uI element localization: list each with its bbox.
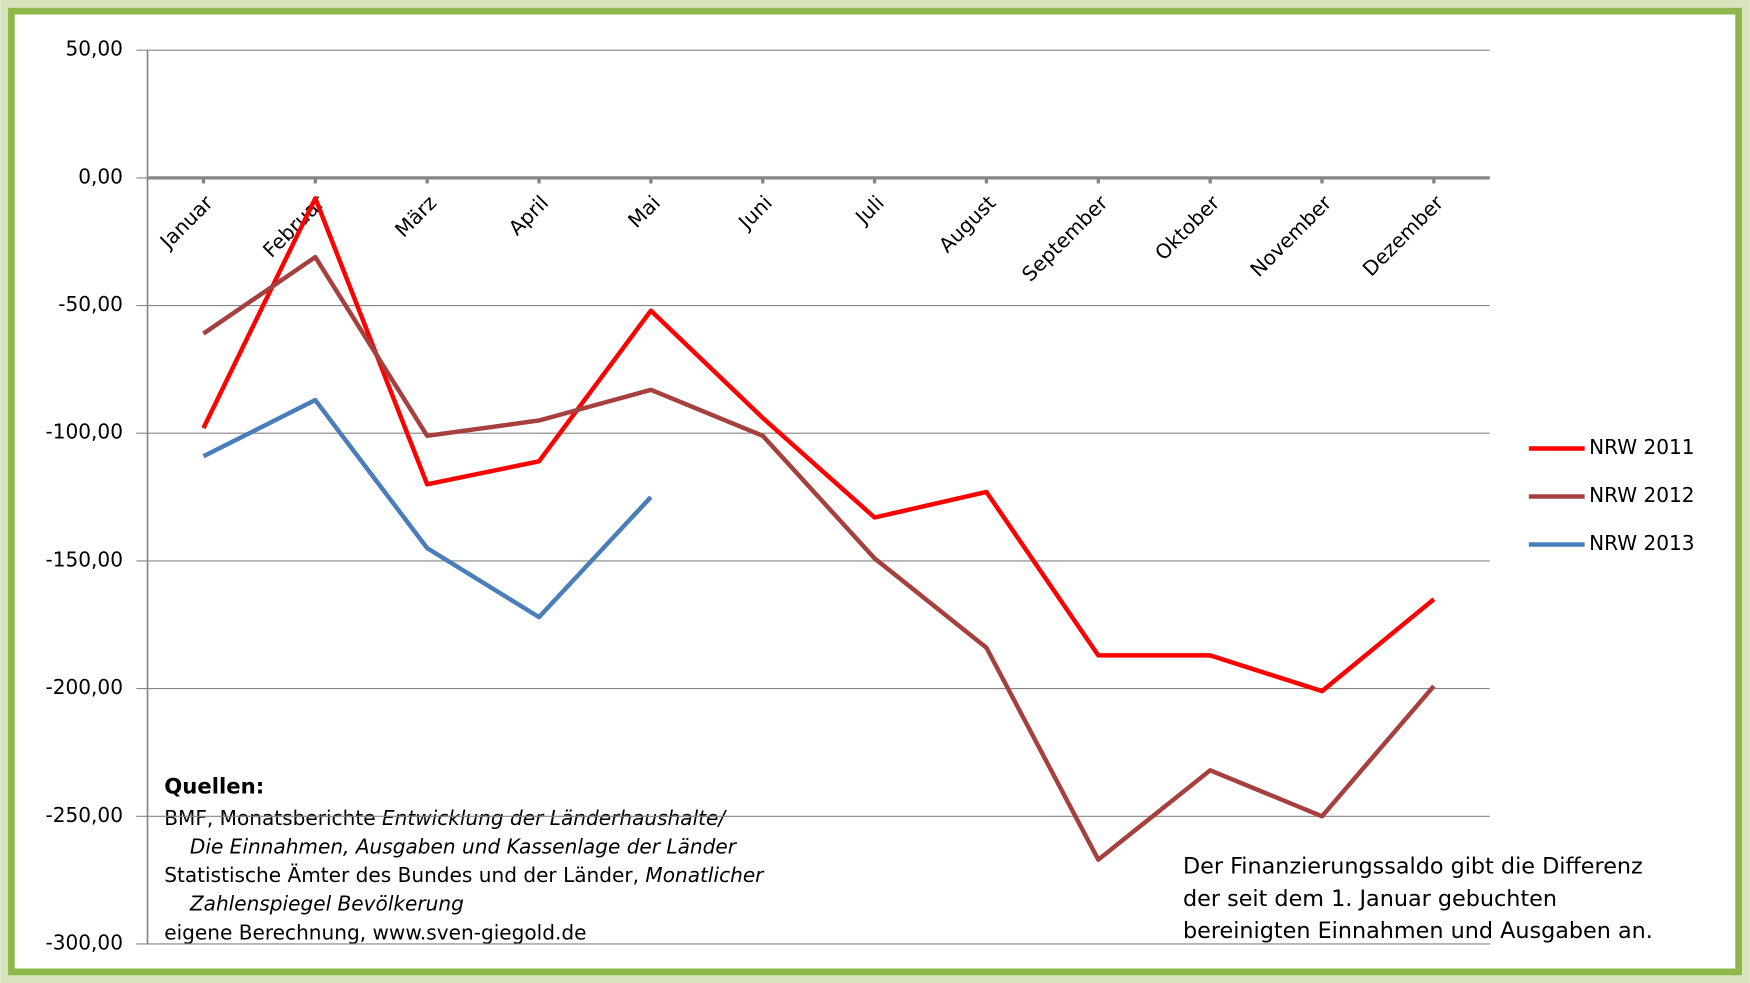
legend-label: NRW 2012: [1589, 483, 1694, 507]
source-text: Monatlicher: [645, 862, 765, 886]
y-tick-label: -200,00: [45, 675, 123, 699]
y-tick-label: 0,00: [78, 164, 123, 188]
source-text: Statistische Ämter des Bundes und der Lä…: [164, 862, 645, 886]
frame: [8, 7, 1742, 976]
series-line: [202, 397, 653, 620]
y-tick-label: -100,00: [45, 420, 123, 444]
y-tick-label: -300,00: [45, 930, 123, 954]
legend-label: NRW 2011: [1589, 435, 1694, 459]
y-tick-label: 50,00: [65, 37, 122, 61]
series-line: [201, 196, 1436, 694]
y-tick-label: -50,00: [58, 292, 123, 316]
source-text: Entwicklung der Länderhaushalte/: [382, 805, 727, 829]
series-line: [202, 254, 1436, 862]
legend-label: NRW 2013: [1589, 531, 1694, 555]
source-line: Zahlenspiegel Bevölkerung: [189, 891, 464, 915]
note: Der Finanzierungssaldo gibt die Differen…: [1183, 853, 1643, 879]
source-line: Die Einnahmen, Ausgaben und Kassenlage d…: [190, 834, 738, 858]
sources-title: Quellen:: [164, 774, 264, 799]
source-text: BMF, Monatsberichte: [164, 805, 382, 829]
source-line: eigene Berechnung, www.sven-giegold.de: [164, 920, 586, 944]
y-tick-label: -150,00: [45, 547, 123, 571]
y-tick-label: -250,00: [45, 803, 123, 827]
note: bereinigten Einnahmen und Ausgaben an.: [1183, 918, 1653, 944]
note: der seit dem 1. Januar gebuchten: [1183, 886, 1557, 912]
source-line: Statistische Ämter des Bundes und der Lä…: [164, 862, 765, 886]
source-line: BMF, Monatsberichte Entwicklung der Länd…: [164, 805, 727, 829]
